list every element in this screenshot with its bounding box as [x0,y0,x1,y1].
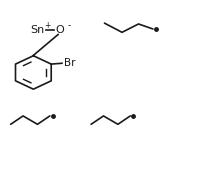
Text: +: + [44,21,51,30]
Text: Br: Br [64,58,75,68]
Text: O: O [56,25,65,35]
Text: Sn: Sn [30,25,45,35]
Text: -: - [67,21,70,30]
